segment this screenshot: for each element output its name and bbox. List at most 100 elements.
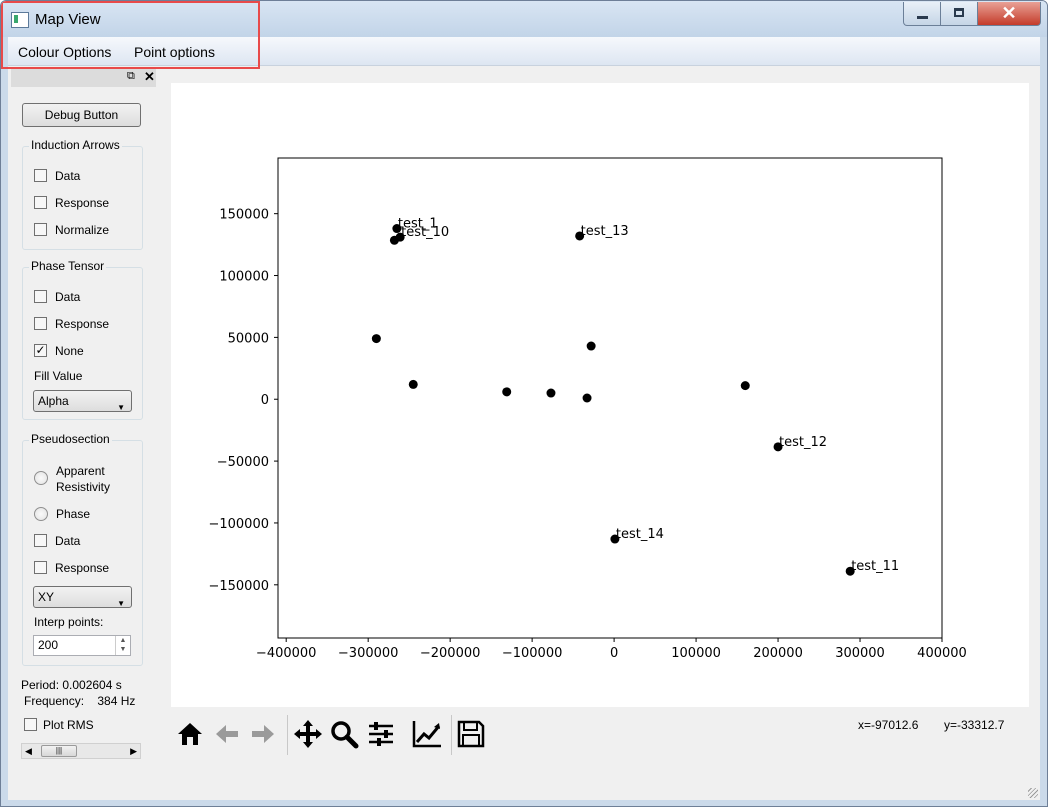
checkbox-label: Data — [55, 290, 81, 304]
dropdown-arrow-icon: ▼ — [117, 403, 125, 412]
x-tick-label: 0 — [610, 646, 618, 661]
dropdown-arrow-icon: ▼ — [117, 599, 125, 608]
horizontal-scrollbar[interactable]: ◀ ||| ▶ — [21, 743, 141, 759]
x-tick-label: −100000 — [502, 646, 563, 661]
pseudosection-group: Pseudosection Apparent Resistivity Phase… — [22, 432, 143, 666]
pseudo-response-checkbox[interactable] — [34, 561, 47, 574]
data-point — [845, 566, 855, 576]
induction-response-checkbox[interactable] — [34, 196, 47, 209]
debug-button[interactable]: Debug Button — [22, 103, 141, 127]
radio-label: Phase — [56, 507, 91, 521]
group-title: Induction Arrows — [29, 138, 122, 152]
checkbox-label: Data — [55, 534, 81, 548]
component-text: XY — [38, 590, 55, 604]
data-point — [586, 341, 596, 351]
point-label: test_10 — [401, 225, 449, 240]
scroll-thumb[interactable]: ||| — [41, 745, 77, 757]
window-title: Map View — [35, 11, 101, 28]
data-point — [392, 224, 402, 234]
pan-icon[interactable] — [292, 718, 324, 750]
spin-down-icon[interactable]: ▼ — [119, 646, 127, 653]
maximize-button[interactable] — [940, 2, 978, 26]
scatter-plot[interactable]: −400000 −300000 −200000 −100000 0 100000 20000… — [171, 83, 1029, 707]
axes-frame — [277, 157, 943, 639]
x-tick-label: 300000 — [835, 646, 885, 661]
group-title: Pseudosection — [29, 432, 112, 446]
phase-tensor-group: Phase Tensor Data Response ✓ None Fill V… — [22, 259, 143, 420]
fill-value-label: Fill Value — [34, 369, 83, 383]
dock-title-bar[interactable]: ⧉ ✕ — [11, 69, 156, 87]
x-tick-label: 400000 — [917, 646, 967, 661]
float-icon[interactable]: ⧉ — [127, 70, 135, 82]
point-label: test_13 — [581, 224, 629, 239]
spin-buttons[interactable]: ▲ ▼ — [115, 636, 130, 655]
forward-arrow-icon[interactable] — [247, 718, 279, 750]
data-point — [575, 231, 585, 241]
interp-points-value: 200 — [38, 638, 59, 652]
y-tick-label: −150000 — [208, 579, 269, 594]
phase-data-checkbox[interactable] — [34, 290, 47, 303]
phase-radio[interactable] — [34, 507, 48, 521]
dock-close-icon[interactable]: ✕ — [144, 69, 155, 84]
induction-data-checkbox[interactable] — [34, 169, 47, 182]
plot-rms-checkbox[interactable] — [24, 718, 37, 731]
point-label: test_1 — [398, 217, 438, 232]
x-tick-label: 200000 — [753, 646, 803, 661]
phase-response-checkbox[interactable] — [34, 317, 47, 330]
data-point — [502, 387, 512, 397]
x-tick-label: −400000 — [256, 646, 317, 661]
y-tick-label: −100000 — [208, 517, 269, 532]
phase-none-checkbox[interactable]: ✓ — [34, 344, 47, 357]
group-title: Phase Tensor — [29, 259, 107, 273]
configure-subplots-icon[interactable] — [365, 718, 397, 750]
navigation-toolbar: x=-97012.6 y=-33312.7 — [171, 715, 1029, 767]
plot-canvas[interactable]: −400000 −300000 −200000 −100000 0 100000 20000… — [171, 83, 1029, 707]
fill-value-text: Alpha — [38, 394, 69, 408]
data-point — [582, 393, 592, 403]
zoom-icon[interactable] — [328, 718, 360, 750]
scroll-left-icon[interactable]: ◀ — [25, 746, 32, 756]
point-label: test_12 — [779, 435, 827, 450]
fill-value-select[interactable]: Alpha ▼ — [33, 390, 132, 412]
radio-label-line: Resistivity — [56, 480, 111, 494]
title-bar[interactable]: Map View ✕ — [1, 1, 1047, 37]
menu-colour-options[interactable]: Colour Options — [18, 44, 112, 60]
data-point — [395, 232, 405, 242]
scroll-right-icon[interactable]: ▶ — [130, 746, 137, 756]
period-text: Period: 0.002604 s — [21, 678, 122, 692]
checkbox-label: Response — [55, 317, 110, 331]
home-icon[interactable] — [174, 718, 206, 750]
client-area: Colour Options Point options ⧉ ✕ Debug B… — [8, 37, 1040, 800]
x-tick-label: −300000 — [338, 646, 399, 661]
induction-normalize-checkbox[interactable] — [34, 223, 47, 236]
minimize-icon — [917, 16, 928, 19]
data-point — [610, 534, 620, 544]
checkbox-label: None — [55, 344, 84, 358]
point-label: test_11 — [851, 559, 899, 574]
y-tick-label: −50000 — [217, 455, 269, 470]
pseudo-data-checkbox[interactable] — [34, 534, 47, 547]
data-point — [408, 379, 418, 389]
y-tick-label: 150000 — [219, 208, 269, 223]
menu-point-options[interactable]: Point options — [134, 44, 215, 60]
y-tick-label: 100000 — [219, 270, 269, 285]
spin-up-icon[interactable]: ▲ — [119, 637, 127, 644]
apparent-resistivity-radio[interactable] — [34, 471, 48, 485]
edit-axis-icon[interactable] — [411, 718, 443, 750]
checkbox-label: Data — [55, 169, 81, 183]
minimize-button[interactable] — [903, 2, 941, 26]
data-point — [740, 381, 750, 391]
checkbox-label: Normalize — [55, 223, 110, 237]
interp-points-spinbox[interactable]: 200 ▲ ▼ — [33, 635, 131, 656]
radio-label: Apparent Resistivity — [56, 463, 110, 495]
save-icon[interactable] — [455, 718, 487, 750]
close-button[interactable]: ✕ — [977, 2, 1041, 26]
checkmark-icon: ✓ — [35, 343, 46, 357]
induction-arrows-group: Induction Arrows Data Response Normalize — [22, 138, 143, 250]
back-arrow-icon[interactable] — [211, 718, 243, 750]
resize-grip-icon[interactable] — [1028, 788, 1038, 798]
data-point — [773, 442, 783, 452]
y-tick-label: 0 — [261, 393, 269, 408]
component-select[interactable]: XY ▼ — [33, 586, 132, 608]
